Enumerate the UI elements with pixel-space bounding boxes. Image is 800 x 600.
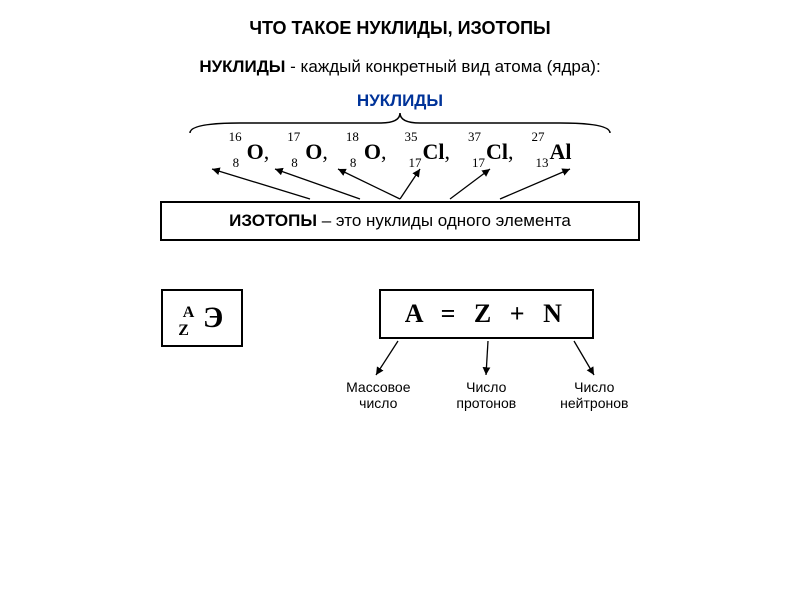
subtitle-rest: - каждый конкретный вид атома (ядра): — [285, 57, 600, 76]
atomic-number: 13 — [535, 155, 548, 171]
element-symbol: Cl — [486, 139, 508, 164]
arrows-icon — [160, 165, 640, 205]
element-symbol: O — [247, 139, 264, 164]
isotope-bold: ИЗОТОПЫ — [229, 211, 317, 230]
nuclides-label: НУКЛИДЫ — [0, 91, 800, 111]
subtitle-bold: НУКЛИДЫ — [199, 57, 285, 76]
subtitle: НУКЛИДЫ - каждый конкретный вид атома (я… — [0, 57, 800, 77]
label-neutrons: Число нейтронов — [549, 379, 639, 411]
mass-number: 37 — [468, 129, 481, 145]
notation-mass: A — [183, 304, 195, 321]
atomic-number: 17 — [408, 155, 421, 171]
formula-arrows-icon — [336, 337, 636, 379]
nuclide-o16: 16 8 O, — [229, 139, 270, 165]
mass-number: 35 — [404, 129, 417, 145]
mass-number: 17 — [287, 129, 300, 145]
arrows-to-isotope-box — [0, 165, 800, 205]
isotope-rest: – это нуклиды одного элемента — [317, 211, 571, 230]
nuclide-o18: 18 8 O, — [346, 139, 387, 165]
nuclide-row: 16 8 O, 17 8 O, 18 8 O, 35 17 Cl, 37 17 … — [0, 139, 800, 165]
element-symbol: O — [305, 139, 322, 164]
atomic-number: 8 — [350, 155, 357, 171]
label-mass-number: Массовое число — [333, 379, 423, 411]
nuclide-al27: 27 13 Al — [531, 139, 571, 165]
formula-arrows — [333, 337, 639, 379]
curly-brace-icon — [180, 111, 620, 135]
element-notation-box: AZЭ — [161, 289, 244, 347]
formula-labels: Массовое число Число протонов Число нейт… — [333, 379, 639, 411]
formula-area: A = Z + N Массовое число Число протонов … — [333, 289, 639, 411]
atomic-number: 8 — [291, 155, 298, 171]
brace-top-container — [0, 111, 800, 135]
mass-number: 27 — [531, 129, 544, 145]
notation-atomic: Z — [178, 322, 189, 339]
label-protons: Число протонов — [441, 379, 531, 411]
notation-symbol: Э — [203, 301, 223, 334]
formula-box: A = Z + N — [379, 289, 594, 339]
nuclide-o17: 17 8 O, — [287, 139, 328, 165]
mass-number: 18 — [346, 129, 359, 145]
atomic-number: 8 — [233, 155, 240, 171]
element-symbol: O — [364, 139, 381, 164]
element-symbol: Al — [549, 139, 571, 164]
nuclide-cl35: 35 17 Cl, — [404, 139, 450, 165]
page-title: ЧТО ТАКОЕ НУКЛИДЫ, ИЗОТОПЫ — [0, 0, 800, 39]
mass-number: 16 — [229, 129, 242, 145]
element-symbol: Cl — [422, 139, 444, 164]
isotope-definition-box: ИЗОТОПЫ – это нуклиды одного элемента — [160, 201, 640, 241]
atomic-number: 17 — [472, 155, 485, 171]
nuclide-cl37: 37 17 Cl, — [468, 139, 514, 165]
lower-row: AZЭ A = Z + N Массовое число Число прото… — [0, 289, 800, 411]
